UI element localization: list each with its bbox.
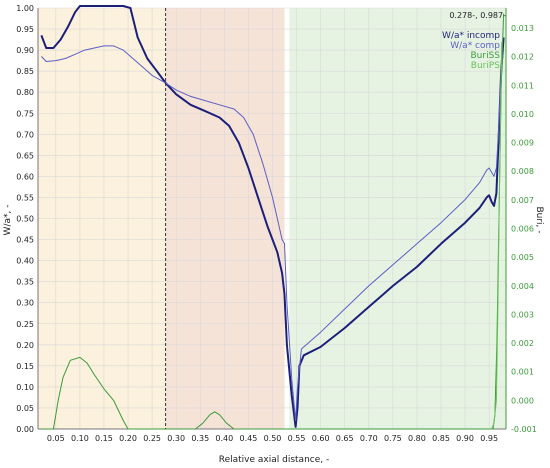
x-tick-label: 0.50: [264, 434, 282, 443]
x-tick-label: 0.80: [408, 434, 426, 443]
y-left-tick-label: 0.55: [16, 193, 34, 202]
y-left-tick-label: 0.70: [16, 130, 34, 139]
x-tick-label: 0.40: [215, 434, 233, 443]
y-left-tick-label: 0.90: [16, 46, 34, 55]
y-right-tick-label: 0.013: [511, 24, 534, 33]
y-left-tick-labels: 0.00 0.05 0.10 0.15 0.20 0.25 0.30 0.35 0.40 0.45…: [16, 4, 34, 434]
y-left-tick-label: 0.30: [16, 299, 34, 308]
x-tick-label: 0.95: [480, 434, 498, 443]
cursor-readout: 0.278-, 0.987-: [449, 11, 506, 20]
y-right-tick-label: 0.008: [511, 167, 534, 176]
y-right-tick-label: 0.011: [511, 81, 534, 90]
legend-entry: W/a* incomp: [442, 31, 500, 41]
series-line-0: [40, 5, 505, 428]
y-right-tick-label: 0.012: [511, 53, 534, 62]
series-line-1: [41, 45, 505, 422]
y-right-tick-label: 0.004: [511, 282, 534, 291]
x-tick-label: 0.90: [456, 434, 474, 443]
x-tick-label: 0.60: [312, 434, 330, 443]
y-right-tick-label: 0.002: [511, 339, 534, 348]
y-right-tick-label: 0.001: [511, 368, 534, 377]
y-left-tick-label: 0.75: [16, 109, 34, 118]
x-tick-label: 0.10: [71, 434, 89, 443]
series-layer: [40, 5, 505, 430]
y-left-tick-label: 0.60: [16, 172, 34, 181]
y-right-tick-label: 0.003: [511, 310, 534, 319]
x-tick-label: 0.45: [240, 434, 258, 443]
y-right-axis-title: Buri, -: [534, 206, 544, 233]
y-right-tick-label: 0.009: [511, 139, 534, 148]
y-left-axis-title: W/a*, -: [3, 205, 13, 236]
y-right-tick-label: 0.005: [511, 253, 534, 262]
y-left-tick-label: 0.95: [16, 25, 34, 34]
y-right-tick-labels: -0.001 0.000 0.001 0.002 0.003 0.004 0.005 0.00…: [511, 24, 537, 434]
y-right-tick-label: 0.010: [511, 110, 534, 119]
legend-entry: BuriSS: [470, 51, 500, 61]
x-tick-label: 0.65: [336, 434, 354, 443]
y-left-tick-label: 0.05: [16, 404, 34, 413]
y-right-tick-label: 0.006: [511, 225, 534, 234]
x-tick-label: 0.70: [360, 434, 378, 443]
x-tick-label: 0.55: [288, 434, 306, 443]
grid: [38, 7, 506, 430]
x-tick-labels: 0.05 0.10 0.15 0.20 0.25 0.30 0.35 0.40 0.45 0.50…: [47, 434, 498, 443]
y-left-tick-label: 0.35: [16, 278, 34, 287]
y-left-tick-label: 0.80: [16, 88, 34, 97]
y-left-tick-label: 0.50: [16, 215, 34, 224]
y-left-tick-label: 0.40: [16, 257, 34, 266]
x-tick-label: 0.30: [167, 434, 185, 443]
y-left-tick-label: 0.65: [16, 151, 34, 160]
x-tick-label: 0.25: [143, 434, 161, 443]
y-left-tick-label: 1.00: [16, 4, 34, 13]
y-right-tick-label: 0.000: [511, 396, 534, 405]
legend-entry: W/a* comp: [450, 41, 500, 51]
x-tick-label: 0.75: [384, 434, 402, 443]
x-axis-title: Relative axial distance, -: [219, 455, 329, 465]
y-left-tick-label: 0.85: [16, 67, 34, 76]
y-left-tick-label: 0.00: [16, 425, 34, 434]
y-left-tick-label: 0.10: [16, 383, 34, 392]
y-left-tick-label: 0.25: [16, 320, 34, 329]
y-left-tick-label: 0.15: [16, 362, 34, 371]
x-tick-label: 0.15: [95, 434, 113, 443]
y-left-tick-label: 0.45: [16, 236, 34, 245]
series-line-3: [491, 42, 503, 430]
legend-entry: BuriPS: [471, 61, 501, 71]
x-tick-label: 0.20: [119, 434, 137, 443]
x-tick-label: 0.35: [191, 434, 209, 443]
y-right-tick-label: -0.001: [511, 425, 537, 434]
y-right-tick-label: 0.007: [511, 196, 534, 205]
y-left-tick-label: 0.20: [16, 341, 34, 350]
x-tick-label: 0.85: [432, 434, 450, 443]
x-tick-label: 0.05: [47, 434, 65, 443]
